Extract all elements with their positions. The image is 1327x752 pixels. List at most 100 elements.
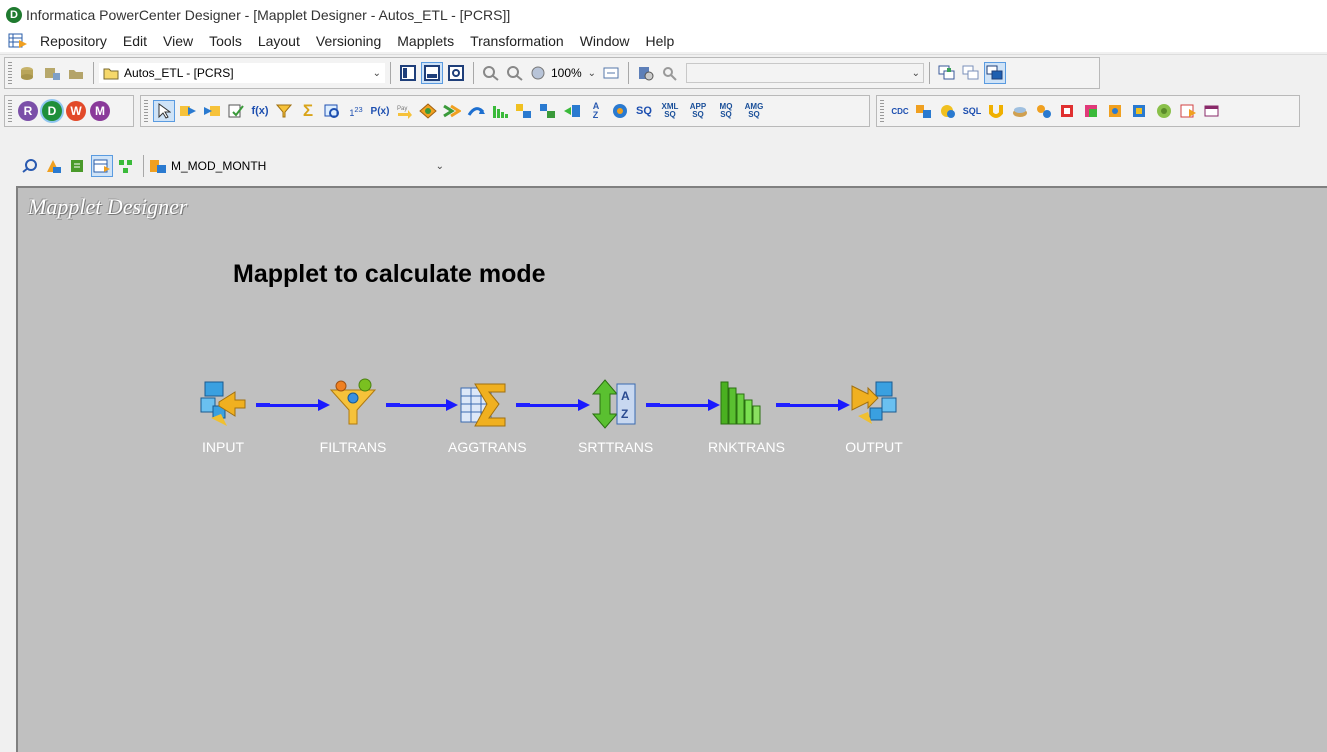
union-tool-icon[interactable] bbox=[561, 100, 583, 122]
menu-versioning[interactable]: Versioning bbox=[315, 33, 382, 49]
mapplet-designer-view-icon[interactable] bbox=[91, 155, 113, 177]
chevron-down-icon[interactable]: ⌄ bbox=[587, 67, 596, 79]
folder-select[interactable]: Autos_ETL - [PCRS] ⌄ bbox=[99, 63, 385, 83]
menu-window[interactable]: Window bbox=[579, 33, 630, 49]
link-rnktrans-output[interactable] bbox=[790, 404, 840, 407]
cdc-tool-icon[interactable]: CDC bbox=[889, 100, 911, 122]
workflow-monitor-button[interactable]: M bbox=[90, 101, 110, 121]
node-output[interactable]: OUTPUT bbox=[839, 378, 909, 455]
designer-button[interactable]: D bbox=[42, 101, 62, 121]
unstructured-data-tool-icon[interactable] bbox=[985, 100, 1007, 122]
menu-help[interactable]: Help bbox=[645, 33, 675, 49]
mapplet-input-output-tool-icon[interactable] bbox=[1201, 100, 1223, 122]
mapplet-dependencies-icon[interactable] bbox=[115, 155, 137, 177]
joiner-tool-icon[interactable] bbox=[441, 100, 463, 122]
link-aggtrans-srttrans[interactable] bbox=[530, 404, 580, 407]
mapplet-output-tool-icon[interactable] bbox=[201, 100, 223, 122]
sequence-generator-tool-icon[interactable]: 123 bbox=[349, 104, 363, 118]
canvas-annotation-title[interactable]: Mapplet to calculate mode bbox=[233, 260, 546, 288]
link-port[interactable] bbox=[646, 403, 660, 407]
xml-source-qualifier-tool-icon[interactable]: XML SQ bbox=[657, 100, 683, 122]
link-port[interactable] bbox=[516, 403, 530, 407]
chevron-down-icon[interactable]: ⌄ bbox=[911, 67, 920, 79]
scale-to-fit-icon[interactable] bbox=[600, 62, 622, 84]
http-transformation-tool-icon[interactable] bbox=[1033, 100, 1055, 122]
link-input-filtrans[interactable] bbox=[270, 404, 320, 407]
java-transformation-tool-icon[interactable] bbox=[1009, 100, 1031, 122]
navigator-icon[interactable] bbox=[397, 62, 419, 84]
mapplet-input-tool-icon[interactable] bbox=[177, 100, 199, 122]
source-qualifier-tool-icon[interactable] bbox=[225, 100, 247, 122]
update-strategy-tool-icon[interactable]: Pay bbox=[393, 100, 415, 122]
expression-tool-icon[interactable]: f(x) bbox=[251, 105, 269, 117]
menu-edit[interactable]: Edit bbox=[122, 33, 148, 49]
toolbar-grip[interactable] bbox=[8, 62, 12, 84]
lookup-tool-icon[interactable] bbox=[321, 100, 343, 122]
menu-layout[interactable]: Layout bbox=[257, 33, 300, 49]
menu-mapplets[interactable]: Mapplets bbox=[397, 33, 455, 49]
stored-procedure-tool-icon[interactable]: P(x) bbox=[370, 105, 390, 117]
amg-source-qualifier-tool-icon[interactable]: AMG SQ bbox=[741, 100, 767, 122]
transaction-control-tool-icon[interactable] bbox=[1057, 100, 1079, 122]
toolbar-grip[interactable] bbox=[8, 100, 12, 122]
menu-repository[interactable]: Repository bbox=[40, 33, 107, 49]
search-combo[interactable]: ⌄ bbox=[686, 63, 924, 83]
workflow-manager-button[interactable]: W bbox=[66, 101, 86, 121]
link-port[interactable] bbox=[386, 403, 400, 407]
aggregator-tool-icon[interactable]: Σ bbox=[302, 101, 314, 120]
zoom-out-icon[interactable] bbox=[504, 62, 526, 84]
mapplet-designer-icon[interactable] bbox=[8, 32, 28, 50]
pointer-icon[interactable] bbox=[153, 100, 175, 122]
sql-transformation-tool-icon[interactable]: SQL bbox=[961, 100, 983, 122]
zoom-in-icon[interactable] bbox=[480, 62, 502, 84]
node-aggtrans[interactable]: AGGTRANS bbox=[448, 378, 527, 455]
overview-window-icon[interactable] bbox=[445, 62, 467, 84]
node-filtrans[interactable]: FILTRANS bbox=[318, 378, 388, 455]
tile-icon[interactable] bbox=[960, 62, 982, 84]
link-srttrans-rnktrans[interactable] bbox=[660, 404, 710, 407]
mapplet-import-icon[interactable] bbox=[19, 155, 41, 177]
link-port[interactable] bbox=[776, 403, 790, 407]
arrange-icon[interactable] bbox=[984, 62, 1006, 84]
web-service-consumer-tool-icon[interactable] bbox=[1081, 100, 1103, 122]
address-validator-tool-icon[interactable] bbox=[1105, 100, 1127, 122]
node-input[interactable]: INPUT bbox=[188, 378, 258, 455]
zoom-icon[interactable] bbox=[528, 62, 550, 84]
custom-transformation-tool-icon[interactable] bbox=[609, 100, 631, 122]
repository-manager-button[interactable]: R bbox=[18, 101, 38, 121]
node-rnktrans[interactable]: RNKTRANS bbox=[708, 378, 785, 455]
toolbar-grip[interactable] bbox=[144, 100, 148, 122]
data-processor-tool-icon[interactable] bbox=[1129, 100, 1151, 122]
app-source-qualifier-tool-icon[interactable]: APP SQ bbox=[685, 100, 711, 122]
midstream-xml-tool-icon[interactable] bbox=[1177, 100, 1199, 122]
mapplet-arrange-icon[interactable] bbox=[43, 155, 65, 177]
link-port[interactable] bbox=[256, 403, 270, 407]
rank-tool-icon[interactable] bbox=[489, 100, 511, 122]
find-icon[interactable] bbox=[635, 62, 657, 84]
chevron-down-icon[interactable]: ⌄ bbox=[435, 160, 444, 172]
xml-generator-tool-icon[interactable] bbox=[513, 100, 535, 122]
mq-source-qualifier-tool-icon[interactable]: MQ SQ bbox=[713, 100, 739, 122]
zoom-select[interactable]: 100% ⌄ bbox=[551, 63, 599, 83]
filter-tool-icon[interactable] bbox=[273, 100, 295, 122]
normalizer-tool-icon[interactable] bbox=[465, 100, 487, 122]
chevron-down-icon[interactable]: ⌄ bbox=[372, 67, 381, 79]
mapplet-edit-icon[interactable] bbox=[67, 155, 89, 177]
menu-view[interactable]: View bbox=[163, 33, 194, 49]
data-masking-tool-icon[interactable] bbox=[913, 100, 935, 122]
external-procedure-tool-icon[interactable] bbox=[1153, 100, 1175, 122]
connect-repository-icon[interactable] bbox=[17, 62, 39, 84]
open-folder-icon[interactable] bbox=[65, 62, 87, 84]
application-source-qualifier-tool-icon[interactable]: SQ bbox=[633, 100, 655, 122]
xml-parser-tool-icon[interactable] bbox=[537, 100, 559, 122]
identity-resolution-tool-icon[interactable] bbox=[937, 100, 959, 122]
link-filtrans-aggtrans[interactable] bbox=[400, 404, 448, 407]
cascade-icon[interactable] bbox=[936, 62, 958, 84]
find-next-icon[interactable] bbox=[659, 62, 681, 84]
toolbar-grip[interactable] bbox=[880, 100, 884, 122]
mapplet-designer-canvas[interactable]: Mapplet Designer Mapplet to calculate mo… bbox=[16, 186, 1327, 752]
router-tool-icon[interactable] bbox=[417, 100, 439, 122]
mapplet-select[interactable]: M_MOD_MONTH ⌄ bbox=[149, 156, 447, 176]
disconnect-repository-icon[interactable] bbox=[41, 62, 63, 84]
